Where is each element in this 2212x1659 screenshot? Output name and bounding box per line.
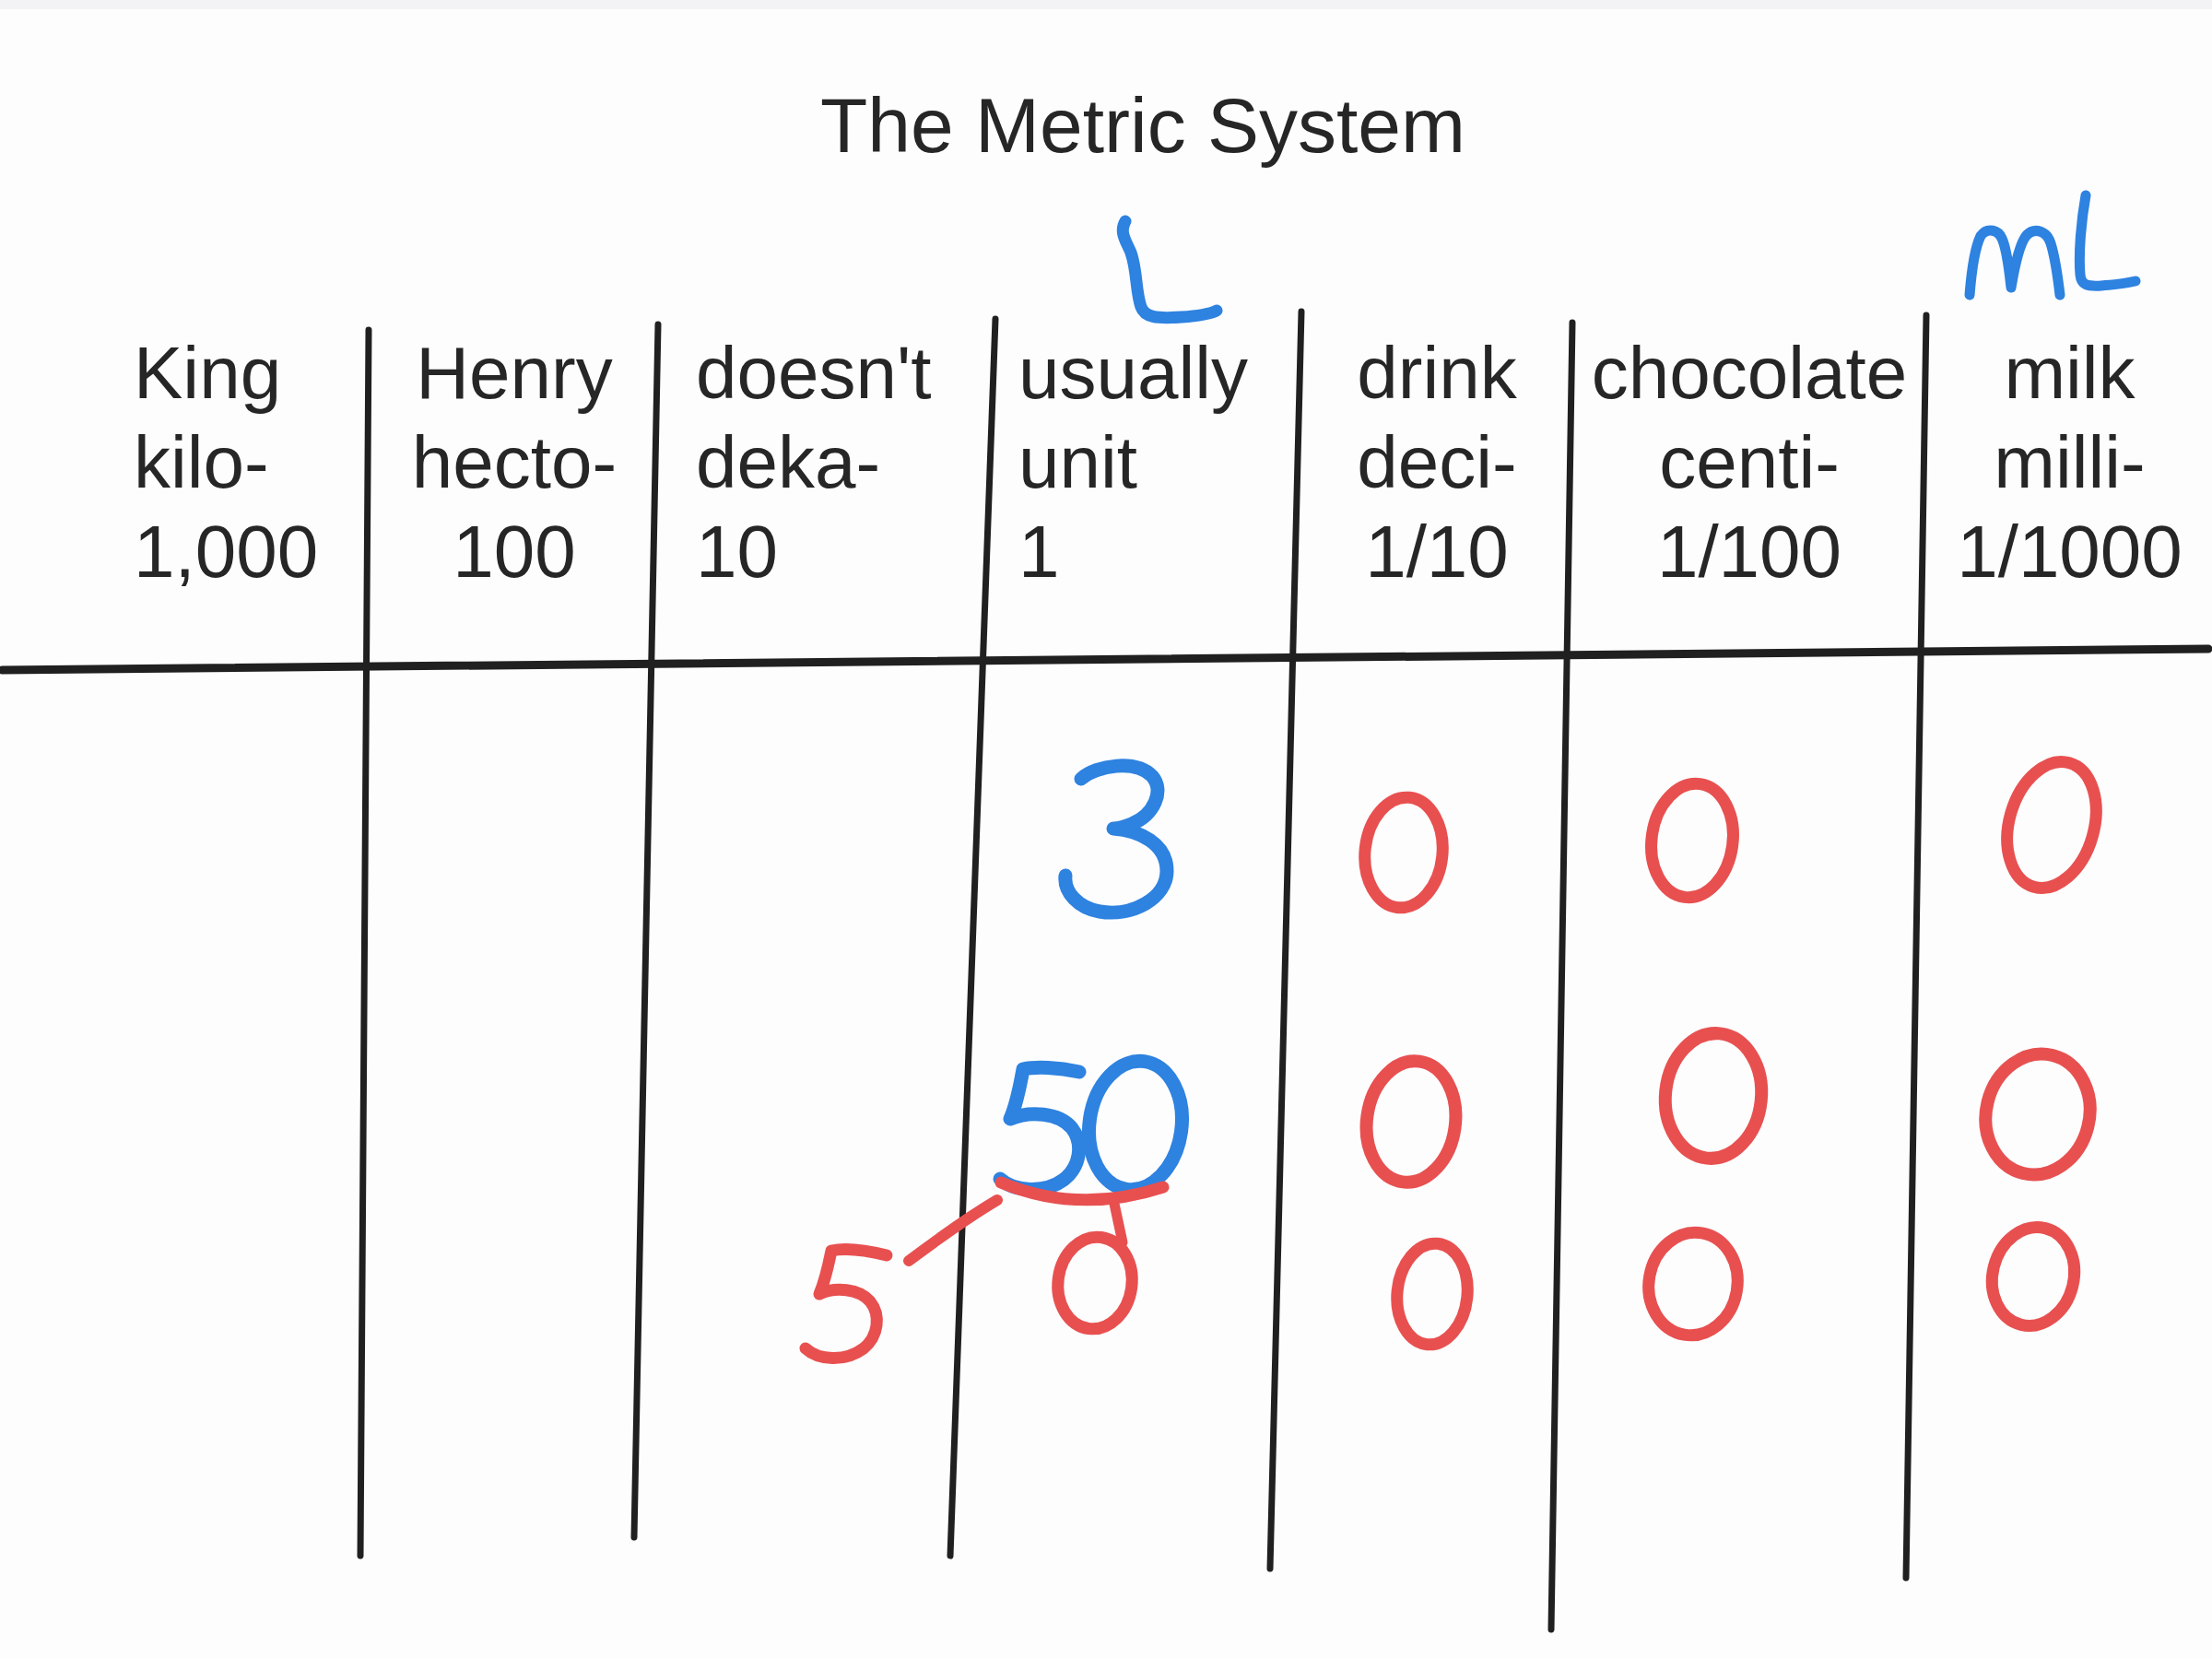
zero-row1-milli: [1993, 751, 2110, 899]
digit-0-of-50: [1081, 1055, 1191, 1196]
zero-row3-unit: [1052, 1232, 1137, 1334]
zero-row1-centi: [1644, 778, 1740, 902]
zero-row3-centi: [1641, 1226, 1746, 1343]
column-divider-5: [1551, 323, 1572, 1630]
milliliters-label-L: [2079, 195, 2136, 286]
zero-row3-milli: [1982, 1218, 2085, 1335]
column-divider-2: [634, 324, 658, 1537]
zero-row2-centi: [1659, 1029, 1768, 1163]
zero-row2-milli: [1973, 1042, 2103, 1185]
liters-label-L: [1123, 221, 1217, 318]
digit-5-of-50: [1000, 1067, 1079, 1189]
carried-digit-5: [806, 1250, 887, 1359]
column-divider-1: [360, 330, 369, 1556]
header-rule: [2, 649, 2208, 670]
column-divider-3: [950, 319, 995, 1556]
ink-overlay: [0, 0, 2212, 1659]
whiteboard-canvas: The Metric System King kilo- 1,000 Henry…: [0, 0, 2212, 1659]
milliliters-label-m: [1970, 230, 2060, 295]
zero-row1-deci: [1359, 794, 1448, 912]
column-divider-6: [1906, 315, 1926, 1578]
carry-slash: [909, 1200, 997, 1261]
table-lines: [2, 312, 2208, 1630]
zero-row3-deci: [1392, 1240, 1472, 1347]
digit-3-units: [1065, 766, 1167, 912]
zero-row2-deci: [1359, 1055, 1463, 1188]
column-divider-4: [1270, 312, 1301, 1569]
